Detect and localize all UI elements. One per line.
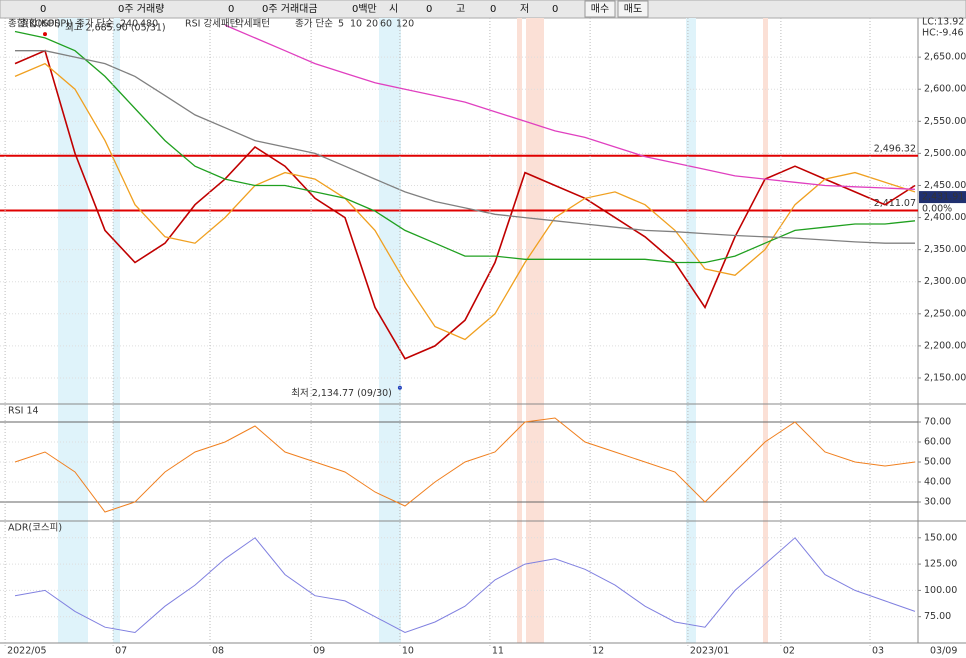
y-tick-label: 2,500.00 [924,148,966,159]
toolbar-field: 저 [520,3,529,15]
x-tick-label: 03 [872,646,884,657]
x-tick-label: 07 [115,646,127,657]
toolbar-field: 0주 거래대금 [262,3,318,15]
toolbar-field: 0 [228,4,234,15]
y-tick-label: 30.00 [924,497,951,508]
y-tick-label: 2,650.00 [924,52,966,63]
y-tick-label: 70.00 [924,417,951,428]
band [113,18,120,643]
toolbar-field: 0 [426,4,432,15]
x-tick-label: 09 [313,646,325,657]
toolbar [0,0,966,19]
x-end-label: 03/09 [930,646,957,657]
annotation: 최고 2,685.90 (05/31) [65,23,166,34]
x-tick-label: 11 [492,646,504,657]
x-tick-label: 08 [212,646,224,657]
x-tick-label: 2022/05 [7,646,46,657]
y-tick-label: 125.00 [924,559,957,570]
annotation: 최저 2,134.77 (09/30) [291,388,392,399]
last-price-box [919,191,966,204]
button[interactable] [584,0,616,18]
legend-entry: 5 [338,19,344,30]
y-tick-label: 2,600.00 [924,84,966,95]
y-tick-label: 75.00 [924,611,951,622]
button-label[interactable]: 매도 [624,3,642,15]
last-change: 0.00% [922,204,952,215]
band [526,18,544,643]
band [517,18,522,643]
panel-title: ADR(코스피) [8,523,62,534]
toolbar-field: 0백만 [352,3,377,15]
legend-entry: 약세패턴 [235,18,270,30]
panel-title: 종합(KOSPI) [8,19,61,30]
panel-title: RSI 14 [8,406,39,417]
y-tick-label: 2,250.00 [924,308,966,319]
legend-entry: 10 [350,19,362,30]
y-tick-label: 60.00 [924,437,951,448]
legend-entry: 20 [366,19,378,30]
band [686,18,696,643]
y-tick-label: 2,300.00 [924,276,966,287]
annotation-point [43,32,47,37]
series-line [224,24,916,190]
legend-entry: 60 [380,19,392,30]
signal-bands [58,18,768,643]
y-tick-label: 100.00 [924,585,957,596]
series-line [14,537,916,634]
button[interactable] [617,0,649,18]
x-tick-label: 02 [783,646,795,657]
legend-entry: 480 [140,19,158,30]
y-tick-label: 2,400.00 [924,212,966,223]
y-tick-label: 2,350.00 [924,244,966,255]
last-price: 2,431.91 [922,192,964,203]
level-label: 2,411.07 [874,198,916,209]
band [763,18,768,643]
y-tick-label: 2,200.00 [924,340,966,351]
legend-entry: 종가 단순 [295,19,333,30]
x-tick-label: 10 [402,646,414,657]
legend-entry: 120 [396,19,414,30]
toolbar-field: 0주 거래량 [118,3,164,15]
toolbar-field: 0 [552,4,558,15]
series-line [15,50,915,244]
toolbar-field: 0 [490,4,496,15]
series-line [14,62,916,341]
toolbar-field: 시 [389,3,398,15]
y-tick-label: 150.00 [924,532,957,543]
level-label: 2,496.32 [874,143,916,154]
toolbar-field: 고 [456,4,465,15]
y-tick-label: 50.00 [924,457,951,468]
legend-entry: 종합(KOSPI) [20,19,73,30]
x-tick-label: 12 [592,646,604,657]
y-tick-label: 2,450.00 [924,180,966,191]
y-tick-label: 2,550.00 [924,116,966,127]
series-line [14,30,916,264]
legend-entry: 240 [120,19,138,30]
scale-info: HC:-9.46 [922,28,964,39]
scale-info: LC:13.92 [922,17,964,28]
button-label[interactable]: 매수 [591,3,609,15]
series-line [14,49,916,360]
band [379,18,401,643]
x-tick-label: 2023/01 [690,646,729,657]
band [58,18,88,643]
toolbar-field: 0 [40,4,46,15]
legend-entry: RSI 강세패턴 [185,19,238,30]
y-tick-label: 40.00 [924,477,951,488]
series-line [14,417,916,513]
legend-entry: 종가 단순 [76,19,114,30]
y-tick-label: 2,150.00 [924,372,966,383]
